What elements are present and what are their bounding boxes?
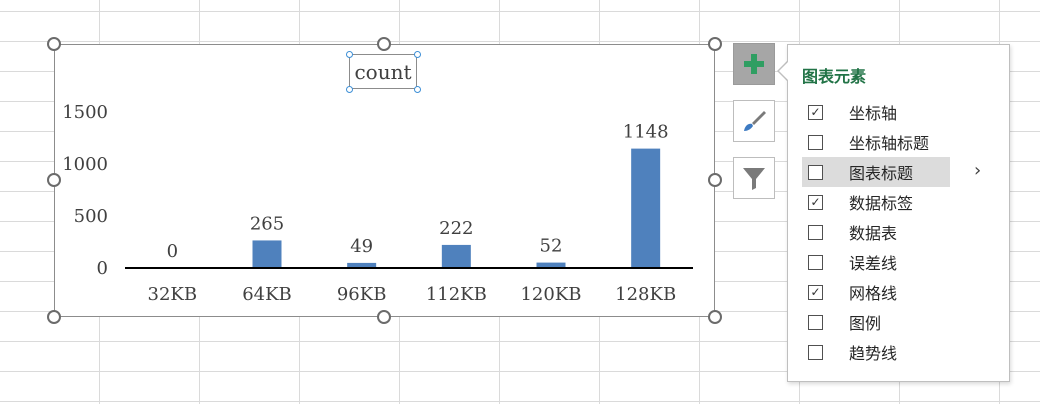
panel-pointer-fill (779, 61, 789, 81)
axis-titles-checkbox[interactable] (808, 134, 823, 150)
y-tick-label: 1500 (62, 102, 108, 123)
chart-resize-handle-top[interactable] (377, 37, 391, 51)
y-tick-label: 1000 (62, 154, 108, 175)
title-resize-handle-bl[interactable] (346, 86, 353, 93)
chart-styles-button[interactable] (733, 100, 775, 142)
data-labels-checkbox[interactable]: ✓ (808, 194, 823, 210)
x-tick-label: 128KB (615, 284, 676, 305)
x-tick-label: 96KB (337, 284, 387, 305)
y-tick-label: 500 (74, 206, 108, 227)
error-bars-label: 误差线 (849, 254, 898, 273)
panel-item-trendline[interactable]: 趋势线 (802, 337, 950, 367)
x-tick-label: 112KB (426, 284, 487, 305)
chart-title-label: 图表标题 (849, 164, 914, 183)
gridlines-label: 网格线 (849, 284, 898, 303)
axes-label: 坐标轴 (849, 104, 898, 123)
panel-item-gridlines[interactable]: ✓ 网格线 (802, 277, 950, 307)
chart-resize-handle-top-left[interactable] (47, 37, 61, 51)
chart-resize-handle-top-right[interactable] (708, 37, 722, 51)
data-label: 0 (167, 241, 178, 262)
plus-icon (744, 54, 764, 74)
chart-elements-button[interactable] (733, 43, 775, 85)
bar (536, 262, 566, 268)
title-resize-handle-br[interactable] (414, 86, 421, 93)
data-label: 49 (350, 236, 373, 257)
bar (252, 240, 282, 268)
title-resize-handle-tr[interactable] (414, 51, 421, 58)
title-resize-handle-tl[interactable] (346, 51, 353, 58)
gridlines-checkbox[interactable]: ✓ (808, 284, 823, 300)
chart-title[interactable]: count (349, 54, 417, 89)
panel-item-axis-titles[interactable]: 坐标轴标题 (802, 127, 950, 157)
bar (347, 262, 377, 268)
bar (631, 148, 661, 268)
data-label: 1148 (623, 122, 669, 143)
paintbrush-icon (744, 111, 766, 131)
chart-title-text: count (354, 59, 412, 84)
chevron-right-icon[interactable]: › (974, 160, 982, 181)
axes-checkbox[interactable]: ✓ (808, 104, 823, 120)
legend-checkbox[interactable] (808, 314, 823, 330)
error-bars-checkbox[interactable] (808, 254, 823, 270)
chart-resize-handle-bottom-right[interactable] (708, 310, 722, 324)
panel-item-axes[interactable]: ✓ 坐标轴 (802, 97, 950, 127)
legend-label: 图例 (849, 314, 882, 333)
chart-resize-handle-bottom-left[interactable] (47, 310, 61, 324)
chart-resize-handle-bottom[interactable] (377, 310, 391, 324)
x-tick-label: 32KB (148, 284, 198, 305)
data-label: 265 (250, 213, 284, 234)
y-tick-label: 0 (97, 258, 108, 279)
panel-item-data-table[interactable]: 数据表 (802, 217, 950, 247)
panel-item-data-labels[interactable]: ✓ 数据标签 (802, 187, 950, 217)
chart-title-checkbox[interactable] (808, 164, 823, 180)
data-label: 222 (439, 218, 473, 239)
axis-titles-label: 坐标轴标题 (849, 134, 930, 153)
chart-resize-handle-left[interactable] (47, 173, 61, 187)
x-tick-label: 120KB (520, 284, 581, 305)
bar (441, 244, 471, 268)
panel-item-error-bars[interactable]: 误差线 (802, 247, 950, 277)
panel-title: 图表元素 (802, 67, 867, 86)
panel-item-legend[interactable]: 图例 (802, 307, 950, 337)
x-tick-label: 64KB (242, 284, 292, 305)
funnel-icon (743, 168, 765, 190)
trendline-label: 趋势线 (849, 344, 898, 363)
data-table-checkbox[interactable] (808, 224, 823, 240)
chart-filters-button[interactable] (733, 157, 775, 199)
chart-area[interactable] (54, 44, 715, 317)
data-table-label: 数据表 (849, 224, 898, 243)
trendline-checkbox[interactable] (808, 344, 823, 360)
data-labels-label: 数据标签 (849, 194, 914, 213)
chart-elements-panel: 图表元素 ✓ 坐标轴 坐标轴标题 图表标题 ✓ 数据标签 数据表 误差线 ✓ 网… (787, 44, 1010, 382)
data-label: 52 (540, 236, 563, 257)
panel-item-chart-title[interactable]: 图表标题 (802, 157, 950, 187)
chart-resize-handle-right[interactable] (708, 173, 722, 187)
